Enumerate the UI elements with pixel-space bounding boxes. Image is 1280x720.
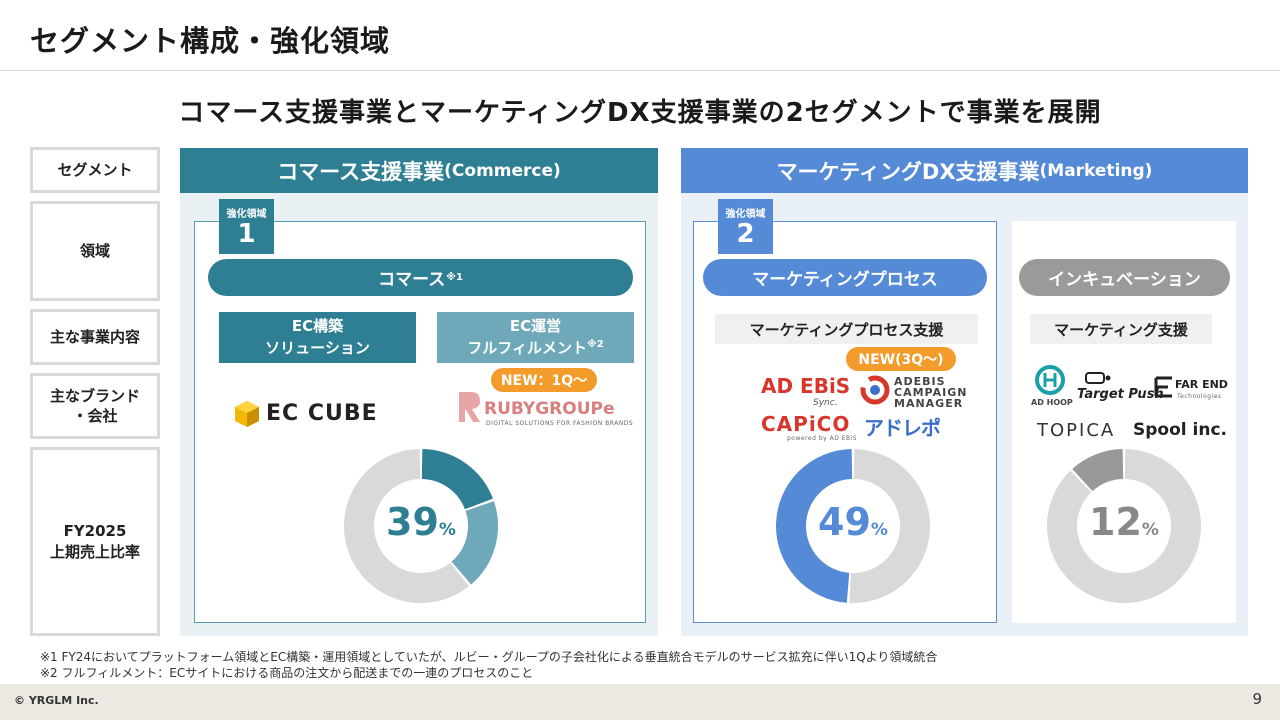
incubation-revenue-share: 12% xyxy=(1045,500,1203,544)
ec-cube-icon xyxy=(235,401,259,427)
marketing-segment-header: マーケティングDX支援事業 (Marketing) xyxy=(681,148,1248,193)
target-push-wordmark: Target Push xyxy=(1077,387,1164,402)
far-end-wordmark: FAR END xyxy=(1175,378,1228,391)
process-other-slice xyxy=(849,449,930,603)
incubation-share-value: 12 xyxy=(1089,500,1142,544)
adrepo-wordmark: アドレポ xyxy=(864,416,941,440)
ruby-group-wordmark: RUBYGROUPe xyxy=(484,399,615,419)
ec-cube-wordmark: EC CUBE xyxy=(266,401,378,426)
incubation-other-slice xyxy=(1047,449,1201,603)
ec-build-solution-box: EC構築 ソリューション xyxy=(219,312,416,363)
commerce-other-slice xyxy=(344,449,470,603)
page-number: 9 xyxy=(1252,690,1262,708)
adebis-sync-mark: Sync. xyxy=(813,398,838,408)
title-divider xyxy=(0,70,1280,71)
commerce-pill-note: ※1 xyxy=(446,272,463,283)
ec-operation-fulfillment-box: EC運営 フルフィルメント※2 xyxy=(437,312,634,363)
topica-logo: TOPICA xyxy=(1037,420,1116,441)
commerce-header-title: コマース支援事業 xyxy=(277,159,445,184)
commerce-header-en: (Commerce) xyxy=(444,160,561,181)
adhoop-icon xyxy=(1035,365,1065,395)
row-label-domain: 領域 xyxy=(30,201,160,301)
ruby-group-icon xyxy=(459,392,480,422)
footnote-2: ※2 フルフィルメント：ECサイトにおける商品の注文から配送までの一連のプロセス… xyxy=(40,666,534,680)
incubation-share-slice xyxy=(1072,449,1124,492)
marketing-segment-panel: マーケティングDX支援事業 (Marketing) 強化領域 2 マーケティングプ… xyxy=(681,148,1248,636)
commerce-revenue-donut xyxy=(344,449,498,603)
commerce-domain-pill: コマース ※1 xyxy=(208,259,633,296)
commerce-focus-tag: 強化領域 1 xyxy=(219,199,274,254)
marketing-process-revenue-share: 49% xyxy=(774,500,932,544)
row-label-segment: セグメント xyxy=(30,147,160,193)
marketing-focus-tag: 強化領域 2 xyxy=(718,199,773,254)
capico-logo: CAPiCO xyxy=(761,412,851,436)
process-share-slice xyxy=(776,449,853,603)
capico-tagline: powered by AD EBiS xyxy=(787,435,858,442)
row-label-revenue-share: FY2025 上期売上比率 xyxy=(30,447,160,636)
footnote-1: ※1 FY24においてプラットフォーム領域とEC構築・運用領域としていたが、ルビ… xyxy=(40,650,938,664)
marketing-tag-label: 強化領域 xyxy=(725,209,766,220)
ec-build-line2: ソリューション xyxy=(265,338,370,357)
commerce-tag-number: 1 xyxy=(237,219,256,249)
marketing-process-share-unit: % xyxy=(870,520,888,540)
marketing-new-badge: NEW(3Q〜) xyxy=(846,347,956,371)
ec-operation-line2: フルフィルメント xyxy=(467,338,587,357)
commerce-segment-header: コマース支援事業 (Commerce) xyxy=(180,148,658,193)
commerce-revenue-share: 39% xyxy=(342,500,500,544)
marketing-support-box: マーケティング支援 xyxy=(1030,314,1212,344)
row-label-business: 主な事業内容 xyxy=(30,309,160,365)
campaign-manager-wordmark: ADEBIS CAMPAIGN MANAGER xyxy=(894,375,968,410)
spool-logo: Spool inc. xyxy=(1133,420,1227,440)
commerce-build-slice xyxy=(421,449,493,510)
campaign-manager-icon xyxy=(860,375,890,405)
commerce-tag-label: 強化領域 xyxy=(226,209,267,220)
commerce-segment-panel: コマース支援事業 (Commerce) 強化領域 1 コマース ※1 EC構築 ソリ… xyxy=(180,148,658,636)
row-label-brands: 主なブランド ・会社 xyxy=(30,373,160,439)
copyright: © YRGLM Inc. xyxy=(14,694,99,707)
marketing-process-support-box: マーケティングプロセス支援 xyxy=(715,314,978,344)
adebis-logo: AD EBiS xyxy=(761,374,851,398)
incubation-pill: インキュベーション xyxy=(1019,259,1230,296)
target-push-icon xyxy=(1085,372,1111,384)
marketing-process-revenue-donut xyxy=(776,449,930,603)
far-end-icon xyxy=(1154,376,1172,398)
commerce-new-badge: NEW：1Q〜 xyxy=(491,368,597,392)
marketing-header-en: (Marketing) xyxy=(1039,160,1153,181)
footer-band xyxy=(0,684,1280,720)
ec-operation-note: ※2 xyxy=(587,338,604,350)
commerce-share-unit: % xyxy=(438,520,456,540)
ec-build-line1: EC構築 xyxy=(291,316,344,335)
commerce-operation-slice xyxy=(451,501,498,585)
adhoop-wordmark: AD HOOP xyxy=(1031,398,1073,407)
marketing-tag-number: 2 xyxy=(736,219,755,249)
ec-operation-line1: EC運営 xyxy=(509,316,562,335)
marketing-header-title: マーケティングDX支援事業 xyxy=(776,159,1040,184)
commerce-pill-label: コマース xyxy=(378,270,446,290)
incubation-revenue-donut xyxy=(1047,449,1201,603)
commerce-share-value: 39 xyxy=(386,500,439,544)
page-subtitle: コマース支援事業とマーケティングDX支援事業の2セグメントで事業を展開 xyxy=(178,98,1102,128)
adrepo-logo: アドレポ xyxy=(864,412,941,440)
incubation-share-unit: % xyxy=(1141,520,1159,540)
far-end-tagline: Technologies xyxy=(1177,393,1222,400)
ruby-group-tagline: DIGITAL SOLUTIONS FOR FASHION BRANDS xyxy=(486,420,634,427)
marketing-process-share-value: 49 xyxy=(818,500,871,544)
marketing-process-pill: マーケティングプロセス xyxy=(703,259,987,296)
page-title: セグメント構成・強化領域 xyxy=(30,24,391,58)
